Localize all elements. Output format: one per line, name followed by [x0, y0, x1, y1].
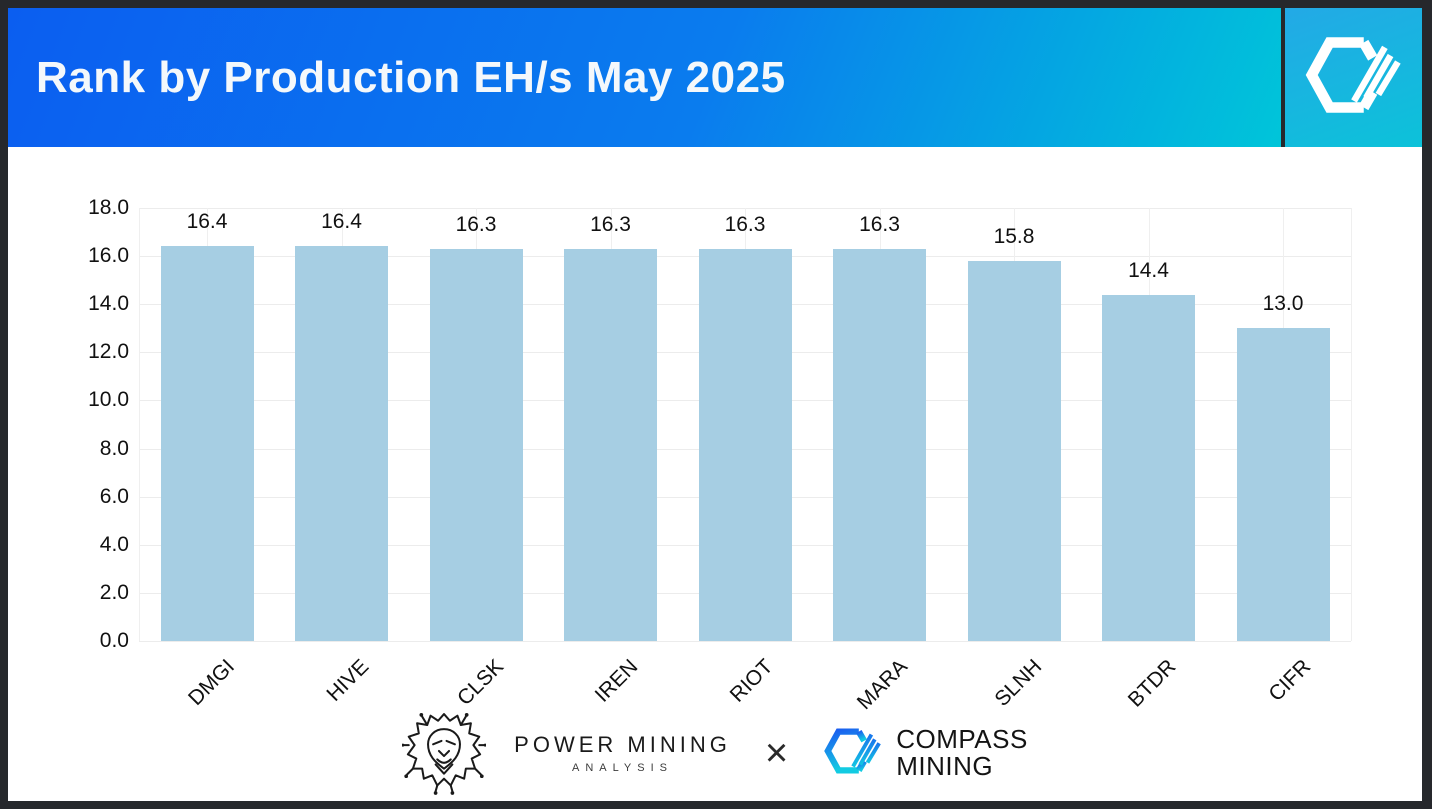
- y-tick-label: 4.0: [99, 532, 129, 556]
- bar-value-label: 16.3: [859, 212, 900, 236]
- x-tick-label: DMGI: [184, 655, 240, 711]
- compass-mining-lockup: COMPASS MINING: [822, 724, 1028, 783]
- bar: [833, 248, 926, 641]
- lion-logo-icon: [401, 707, 487, 800]
- x-tick-label: HIVE: [322, 655, 374, 706]
- y-tick-label: 6.0: [99, 484, 129, 508]
- y-tick-label: 16.0: [88, 244, 129, 268]
- x-tick-label: SLNH: [990, 655, 1047, 711]
- bar-value-label: 14.4: [1128, 258, 1169, 282]
- y-tick-label: 8.0: [99, 436, 129, 460]
- y-tick-label: 10.0: [88, 388, 129, 412]
- gridline-horizontal: [139, 641, 1351, 642]
- bar: [1236, 328, 1330, 641]
- power-mining-title: POWER MINING: [514, 732, 731, 757]
- x-tick-label: RIOT: [725, 655, 778, 707]
- bar: [429, 248, 523, 641]
- x-separator-icon: ×: [764, 731, 789, 775]
- bar: [967, 260, 1061, 641]
- compass-mining-line2: MINING: [896, 751, 994, 781]
- gridline-vertical: [1351, 208, 1352, 641]
- x-tick-label: CLSK: [453, 655, 509, 711]
- bar: [564, 248, 657, 641]
- header-banner: Rank by Production EH/s May 2025: [8, 8, 1281, 147]
- bar-value-label: 16.3: [724, 212, 766, 236]
- page-title: Rank by Production EH/s May 2025: [36, 52, 786, 102]
- power-mining-wordmark: POWER MINING ANALYSIS: [514, 732, 731, 774]
- y-tick-label: 2.0: [99, 580, 129, 604]
- footer: POWER MINING ANALYSIS ×: [8, 705, 1422, 801]
- power-mining-subtitle: ANALYSIS: [572, 762, 673, 774]
- bar-value-label: 16.3: [590, 212, 631, 236]
- y-tick-label: 14.0: [88, 292, 129, 316]
- y-tick-label: 0.0: [99, 629, 129, 652]
- header-divider: [1281, 8, 1285, 147]
- bar: [295, 246, 388, 641]
- x-tick-label: IREN: [591, 655, 643, 707]
- bar-value-label: 16.3: [455, 212, 497, 236]
- x-tick-label: BTDR: [1124, 655, 1181, 712]
- compass-mining-line1: COMPASS: [896, 723, 1028, 754]
- gridline-vertical: [139, 208, 140, 641]
- bar-value-label: 15.8: [993, 224, 1035, 248]
- bar: [1102, 294, 1195, 641]
- compass-mining-wordmark: COMPASS MINING: [896, 723, 1028, 781]
- compass-logo-icon: [822, 724, 884, 783]
- compass-logo-icon: [1302, 30, 1406, 125]
- bar: [698, 248, 792, 641]
- bar-chart: 0.0 2.0 4.0 6.0 8.0 10.0 12.0 14.0 16.0 18.0 16.4 D…: [8, 147, 1422, 801]
- y-tick-label: 18.0: [88, 196, 129, 219]
- bar: [160, 246, 254, 641]
- header-logo-panel: [1285, 8, 1422, 147]
- bar-value-label: 16.4: [186, 210, 228, 234]
- bar-value-label: 16.4: [321, 210, 362, 234]
- report-page: Rank by Production EH/s May 2025 0.0 2.0 4…: [8, 8, 1422, 801]
- y-tick-label: 12.0: [88, 340, 129, 364]
- bar-value-label: 13.0: [1262, 292, 1304, 316]
- x-tick-label: CIFR: [1264, 655, 1316, 706]
